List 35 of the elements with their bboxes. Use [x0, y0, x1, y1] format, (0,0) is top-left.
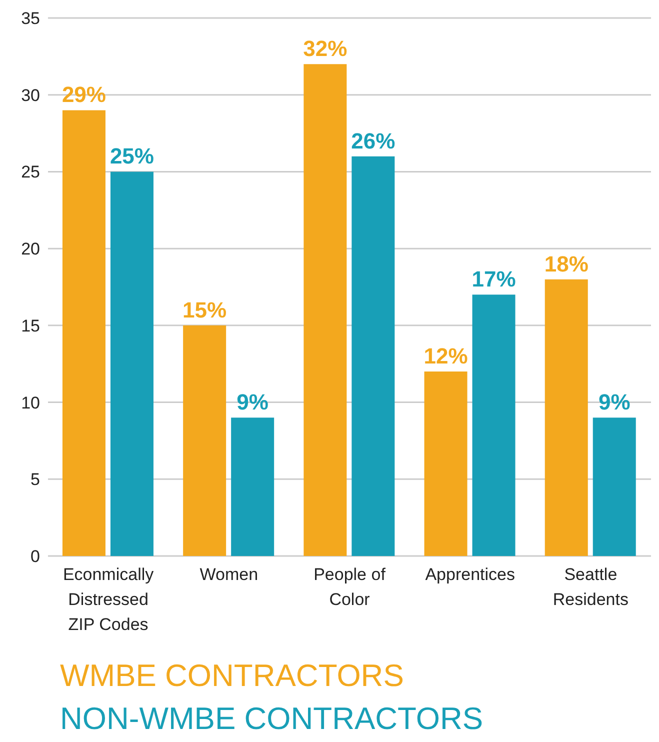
- x-tick-label: Women: [200, 565, 258, 584]
- y-tick-label: 15: [21, 316, 40, 336]
- x-tick-label: Econmically Distressed ZIP Codes: [62, 565, 154, 634]
- y-tick-label: 10: [21, 393, 40, 412]
- x-tick-label: People of Color: [314, 565, 386, 609]
- data-label: 9%: [236, 390, 268, 415]
- data-label: 25%: [110, 144, 154, 169]
- y-tick-label: 35: [21, 9, 40, 28]
- text: WMBE CONTRACTORS: [60, 657, 405, 695]
- data-label: 9%: [598, 390, 630, 415]
- y-tick-label: 25: [21, 162, 40, 182]
- x-tick-label: Seattle Residents: [552, 565, 629, 609]
- bar: [304, 64, 347, 556]
- y-tick-label: 20: [21, 240, 40, 259]
- bar: [544, 279, 588, 556]
- data-label: 29%: [62, 82, 106, 108]
- bar: [110, 172, 154, 556]
- data-label: 17%: [472, 266, 516, 292]
- y-tick-label: 5: [30, 470, 40, 490]
- data-label: 26%: [351, 128, 396, 154]
- bar: [472, 294, 516, 556]
- y-tick-label: 30: [21, 86, 40, 105]
- bar: [352, 156, 395, 556]
- data-label: 12%: [424, 344, 468, 369]
- data-label: 32%: [303, 36, 348, 62]
- bar: [62, 110, 106, 556]
- data-label: 18%: [544, 251, 588, 276]
- y-tick-label: 0: [30, 547, 40, 566]
- data-label: 15%: [182, 297, 227, 322]
- x-tick-label: Apprentices: [425, 565, 515, 584]
- bar: [183, 325, 226, 556]
- bar: [592, 418, 636, 556]
- bar: [231, 418, 274, 556]
- bar: [424, 372, 468, 556]
- text: NON-WMBE CONTRACTORS: [60, 700, 484, 738]
